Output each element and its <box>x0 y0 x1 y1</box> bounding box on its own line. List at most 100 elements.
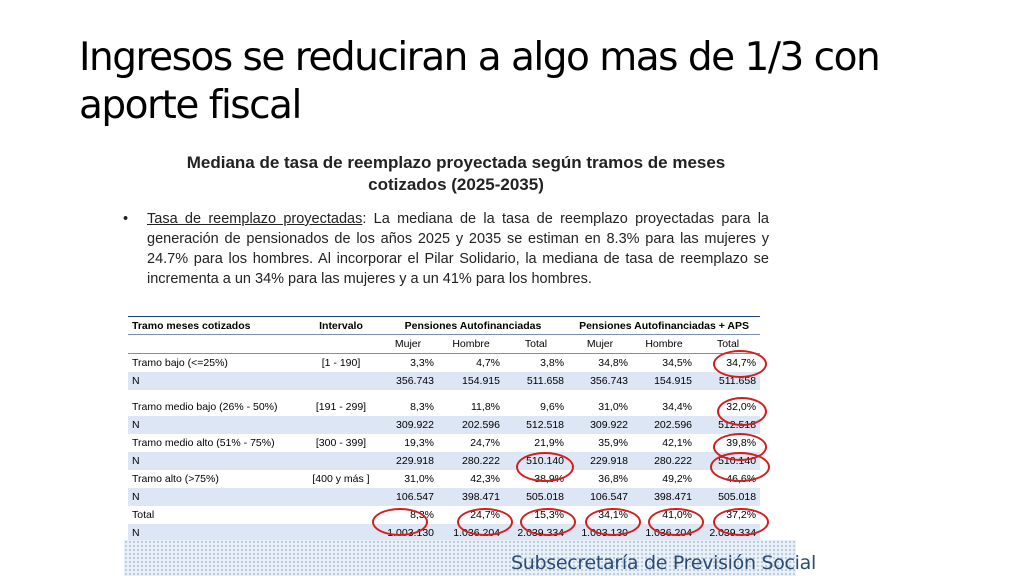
subheader-cell: Hombre <box>632 334 697 354</box>
table-row: N 229.918 280.222 510.140 229.918 280.222 510.… <box>128 452 761 470</box>
table-cell: 37,2% <box>726 509 757 521</box>
row-label: N <box>128 488 304 506</box>
subheader-cell: Hombre <box>438 334 504 354</box>
bullet-lead: Tasa de reemplazo proyectadas <box>147 211 363 227</box>
table-cell: 34,8% <box>598 357 629 369</box>
table-cell: 36,8% <box>598 473 629 485</box>
table-cell: 229.918 <box>568 452 633 470</box>
row-intervalo: [1 - 190] <box>321 357 361 369</box>
table-cell: 106.547 <box>378 488 438 506</box>
table-cell: 1.003.130 <box>378 524 438 543</box>
replacement-rate-table: Tramo meses cotizados Intervalo Pensione… <box>128 316 761 543</box>
table-header-row: Tramo meses cotizados Intervalo Pensione… <box>128 316 761 335</box>
footer-organization: Subsecretaría de Previsión Social <box>511 552 816 574</box>
table-cell: 35,9% <box>598 437 629 449</box>
table-cell: 34,7% <box>726 357 757 369</box>
table-spacer-row <box>128 390 760 398</box>
table-cell: 3,8% <box>540 357 565 369</box>
header-group-aps: Pensiones Autofinanciadas + APS <box>568 316 761 335</box>
table-cell: 15,3% <box>534 509 565 521</box>
table-cell: 24,7% <box>470 437 500 449</box>
table-cell: 3,3% <box>410 357 434 369</box>
row-intervalo <box>304 372 378 390</box>
table-cell: 49,2% <box>662 473 693 485</box>
table-cell: 38,9% <box>534 473 565 485</box>
subheader-cell: Total <box>696 334 761 354</box>
table-cell: 34,4% <box>662 401 693 413</box>
row-intervalo <box>304 416 378 434</box>
table-cell: 154.915 <box>632 372 697 390</box>
row-intervalo <box>304 506 378 524</box>
table-cell: 202.596 <box>438 416 504 434</box>
table-row: Total 8,3% 24,7% 15,3% 34,1% 41,0% 37,2% <box>128 506 760 524</box>
footer-dotted-strip <box>124 540 796 576</box>
slide-title: Ingresos se reduciran a algo mas de 1/3 … <box>79 35 881 128</box>
subheader-cell: Total <box>504 334 569 354</box>
table-cell: 2.039.334 <box>696 524 761 543</box>
table-cell: 512.518 <box>696 416 761 434</box>
table-cell: 42,3% <box>470 473 500 485</box>
figure-title-line-1: Mediana de tasa de reemplazo proyectada … <box>186 153 726 172</box>
header-tramo: Tramo meses cotizados <box>128 316 304 335</box>
table-cell: 511.658 <box>696 372 761 390</box>
table-row: Tramo medio alto (51% - 75%) [300 - 399] 1… <box>128 434 760 452</box>
table-cell: 4,7% <box>476 357 500 369</box>
row-intervalo: [400 y más ] <box>312 473 370 485</box>
table-cell: 356.743 <box>568 372 633 390</box>
row-intervalo: [191 - 299] <box>315 401 367 413</box>
table-cell: 356.743 <box>378 372 438 390</box>
table-cell: 202.596 <box>632 416 697 434</box>
table-cell: 106.547 <box>568 488 633 506</box>
table-cell: 34,1% <box>598 509 629 521</box>
header-intervalo: Intervalo <box>304 316 378 335</box>
table-row: N 356.743 154.915 511.658 356.743 154.915 511.… <box>128 372 761 390</box>
header-group-autofinanciadas: Pensiones Autofinanciadas <box>378 316 569 335</box>
table-cell: 42,1% <box>662 437 693 449</box>
table-cell: 398.471 <box>632 488 697 506</box>
table-cell: 309.922 <box>378 416 438 434</box>
bullet-text: Tasa de reemplazo proyectadas: La median… <box>147 209 769 289</box>
table-cell: 154.915 <box>438 372 504 390</box>
row-label: N <box>128 416 304 434</box>
figure-title-line-2: cotizados (2025-2035) <box>368 175 544 194</box>
bullet-icon: • <box>123 211 129 227</box>
table-cell: 9,6% <box>540 401 565 413</box>
row-intervalo <box>304 452 378 470</box>
table-row: N 309.922 202.596 512.518 309.922 202.596 512.… <box>128 416 761 434</box>
table-cell: 32,0% <box>726 401 757 413</box>
table-row: Tramo bajo (<=25%) [1 - 190] 3,3% 4,7% 3,8% 3… <box>128 354 760 373</box>
table-cell: 398.471 <box>438 488 504 506</box>
table-cell: 8,3% <box>410 509 434 521</box>
table-cell: 512.518 <box>504 416 569 434</box>
table-cell: 34,5% <box>662 357 693 369</box>
table-cell: 229.918 <box>378 452 438 470</box>
row-label: N <box>128 372 304 390</box>
table-cell: 11,8% <box>471 401 500 413</box>
table-cell: 41,0% <box>662 509 693 521</box>
table-row: Tramo alto (>75%) [400 y más ] 31,0% 42,3% 3… <box>128 470 760 488</box>
row-label: N <box>128 452 304 470</box>
table-subheader-row: Mujer Hombre Total Mujer Hombre Total <box>128 334 761 354</box>
bullet-paragraph: • Tasa de reemplazo proyectadas: La medi… <box>123 209 769 289</box>
table-row: Tramo medio bajo (26% - 50%) [191 - 299] 8… <box>128 398 760 416</box>
table-cell: 8,3% <box>410 401 434 413</box>
table-cell: 31,0% <box>598 401 629 413</box>
table-cell: 39,8% <box>726 437 757 449</box>
table-cell: 280.222 <box>632 452 697 470</box>
table-row: N 106.547 398.471 505.018 106.547 398.471 505.… <box>128 488 761 506</box>
table-cell: 1.003.130 <box>568 524 633 543</box>
subheader-cell: Mujer <box>378 334 438 354</box>
row-label: Tramo medio bajo (26% - 50%) <box>132 401 278 413</box>
row-label: Total <box>132 509 155 521</box>
table-cell: 21,9% <box>534 437 565 449</box>
table-cell: 510.140 <box>504 452 569 470</box>
subheader-cell: Mujer <box>568 334 633 354</box>
figure-title: Mediana de tasa de reemplazo proyectada … <box>140 152 772 196</box>
table-cell: 309.922 <box>568 416 633 434</box>
table-cell: 24,7% <box>470 509 500 521</box>
table-cell: 505.018 <box>504 488 569 506</box>
row-intervalo: [300 - 399] <box>315 437 367 449</box>
row-intervalo <box>304 488 378 506</box>
table-cell: 19,3% <box>404 437 434 449</box>
row-label: Tramo medio alto (51% - 75%) <box>132 437 275 449</box>
